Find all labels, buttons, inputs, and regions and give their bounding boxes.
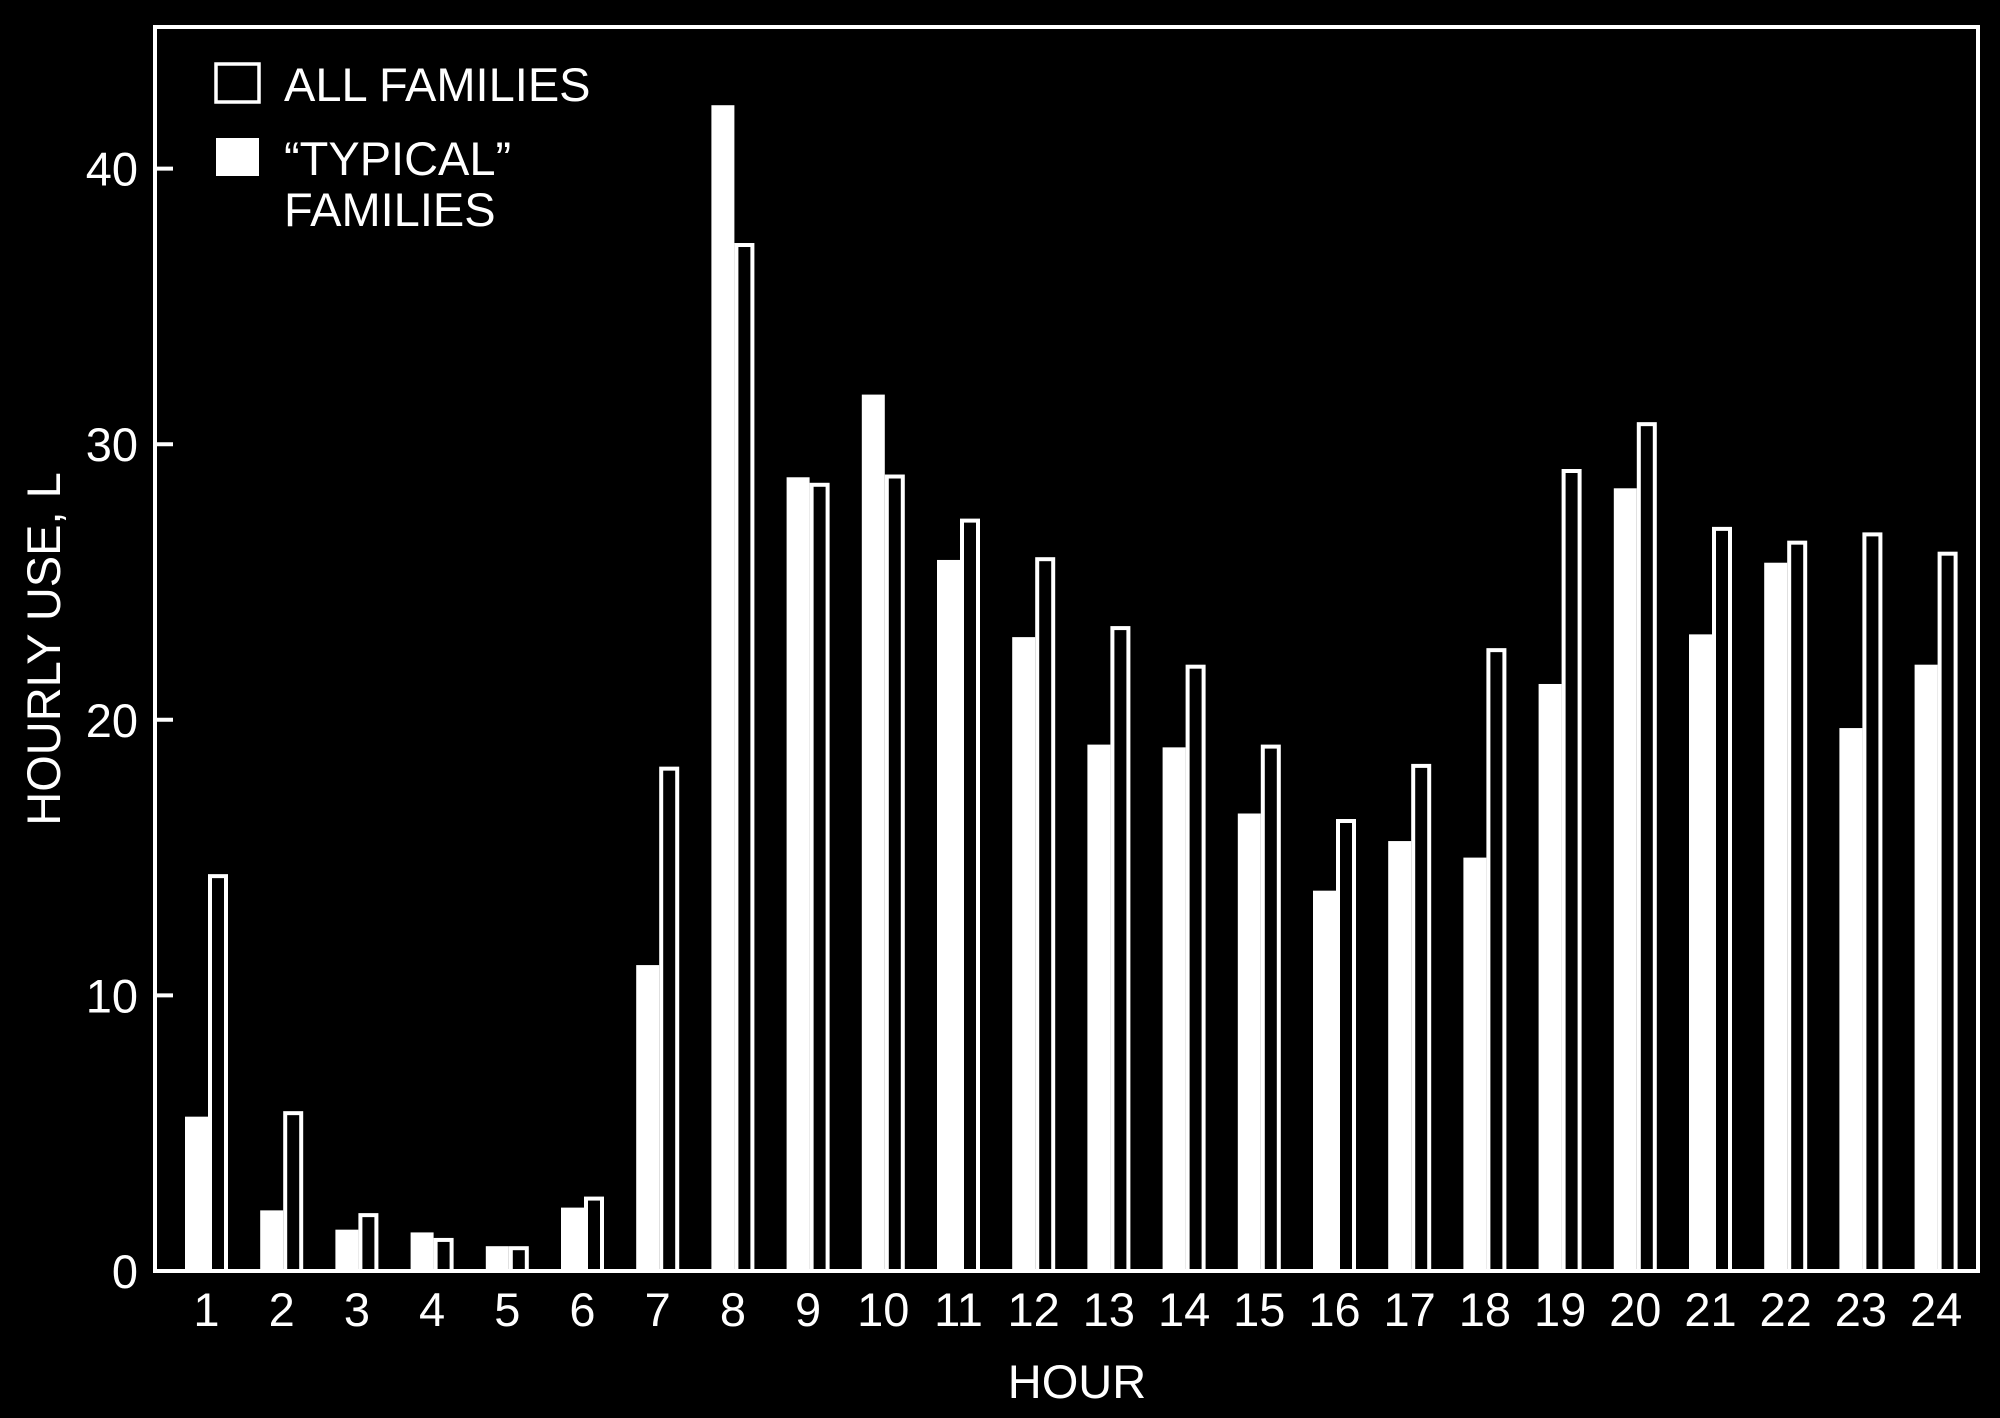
x-tick-label-14: 14 (1158, 1283, 1210, 1336)
y-tick-label-40: 40 (86, 143, 138, 196)
bar-typical-families-hour-3 (335, 1229, 359, 1271)
bar-typical-families-hour-9 (786, 477, 810, 1272)
x-axis-label: HOUR (1008, 1355, 1146, 1408)
bar-all-families-hour-15 (1260, 744, 1281, 1273)
x-tick-label-1: 1 (193, 1283, 219, 1336)
bar-all-families-hour-17 (1411, 763, 1432, 1273)
bar-typical-families-hour-5 (485, 1246, 509, 1271)
bar-all-families-hour-21 (1712, 526, 1732, 1273)
x-tick-label-3: 3 (344, 1283, 370, 1336)
bar-all-families-hour-24 (1937, 551, 1958, 1273)
x-tick-label-12: 12 (1008, 1283, 1060, 1336)
bar-typical-families-hour-4 (410, 1232, 434, 1271)
bar-all-families-hour-12 (1035, 557, 1056, 1273)
bar-typical-families-hour-2 (260, 1210, 284, 1271)
bar-all-families-hour-14 (1185, 664, 1206, 1273)
bar-all-families-hour-2 (283, 1111, 304, 1273)
bar-typical-families-hour-14 (1162, 747, 1186, 1271)
x-tick-label-2: 2 (269, 1283, 295, 1336)
bar-typical-families-hour-10 (861, 394, 885, 1271)
bar-typical-families-hour-7 (636, 965, 660, 1271)
bar-typical-families-hour-22 (1764, 562, 1788, 1271)
bar-typical-families-hour-17 (1388, 841, 1412, 1271)
x-tick-label-10: 10 (857, 1283, 909, 1336)
bar-all-families-hour-22 (1787, 540, 1808, 1273)
bar-typical-families-hour-6 (561, 1207, 584, 1271)
legend-swatch-all-families (214, 62, 261, 104)
bar-typical-families-hour-20 (1613, 488, 1637, 1271)
bar-typical-families-hour-13 (1087, 744, 1111, 1271)
legend: ALL FAMILIES “TYPICAL” FAMILIES (214, 58, 591, 236)
x-tick-label-8: 8 (720, 1283, 746, 1336)
y-axis-ticks: 0 10 20 30 40 (86, 143, 173, 1298)
x-tick-label-20: 20 (1609, 1283, 1661, 1336)
x-tick-label-18: 18 (1459, 1283, 1511, 1336)
y-tick-label-30: 30 (86, 418, 138, 471)
bar-all-families-hour-5 (508, 1246, 529, 1274)
x-tick-label-6: 6 (569, 1283, 595, 1336)
bar-all-families-hour-4 (433, 1237, 454, 1273)
bar-typical-families-hour-1 (185, 1116, 208, 1271)
bar-all-families-hour-6 (584, 1196, 604, 1274)
bar-typical-families-hour-16 (1313, 890, 1336, 1271)
bar-all-families-hour-18 (1486, 648, 1507, 1273)
bar-all-families-hour-13 (1110, 626, 1131, 1273)
x-tick-label-9: 9 (795, 1283, 821, 1336)
x-tick-label-15: 15 (1233, 1283, 1285, 1336)
bar-all-families-hour-11 (960, 518, 980, 1273)
x-tick-label-19: 19 (1534, 1283, 1586, 1336)
x-tick-label-11: 11 (934, 1283, 983, 1336)
x-tick-label-22: 22 (1760, 1283, 1812, 1336)
x-tick-label-21: 21 (1684, 1283, 1736, 1336)
bar-typical-families-hour-11 (937, 559, 960, 1271)
legend-label-typical-line1: “TYPICAL” (284, 132, 511, 185)
x-tick-label-13: 13 (1083, 1283, 1135, 1336)
bar-all-families-hour-16 (1336, 819, 1356, 1273)
bar-all-families-hour-10 (884, 474, 905, 1273)
x-tick-label-24: 24 (1910, 1283, 1962, 1336)
bar-all-families-hour-23 (1862, 532, 1883, 1273)
legend-label-all-families: ALL FAMILIES (284, 58, 591, 111)
bar-typical-families-hour-24 (1914, 664, 1938, 1271)
plot-frame (153, 25, 1980, 1273)
bar-all-families-hour-20 (1636, 422, 1657, 1274)
legend-label-typical-line2: FAMILIES (284, 183, 496, 236)
x-tick-label-23: 23 (1835, 1283, 1887, 1336)
bar-typical-families-hour-18 (1463, 857, 1487, 1271)
bar-typical-families-hour-23 (1839, 728, 1863, 1271)
bar-typical-families-hour-8 (711, 105, 735, 1271)
bar-typical-families-hour-21 (1689, 634, 1712, 1271)
x-tick-label-17: 17 (1384, 1283, 1436, 1336)
y-tick-label-0: 0 (112, 1245, 138, 1298)
bars-layer (185, 105, 1958, 1274)
legend-swatch-typical-families (216, 138, 259, 176)
bar-all-families-hour-9 (809, 482, 830, 1273)
y-tick-label-20: 20 (86, 694, 138, 747)
bar-all-families-hour-3 (358, 1213, 379, 1274)
x-tick-label-16: 16 (1308, 1283, 1360, 1336)
bar-typical-families-hour-15 (1237, 813, 1261, 1271)
x-tick-label-5: 5 (494, 1283, 520, 1336)
y-axis-label: HOURLY USE, L (17, 472, 70, 826)
bar-all-families-hour-8 (734, 243, 755, 1274)
bar-all-families-hour-19 (1561, 469, 1582, 1273)
bar-all-families-hour-1 (208, 874, 228, 1273)
bar-typical-families-hour-19 (1538, 683, 1562, 1271)
bar-all-families-hour-7 (659, 766, 680, 1273)
x-tick-label-4: 4 (419, 1283, 445, 1336)
x-axis-ticks: 1 2 3 4 5 6 7 8 9 10 11 12 13 14 15 16 17 18 19 20 21 22 23 24 (193, 1283, 1962, 1336)
x-tick-label-7: 7 (645, 1283, 671, 1336)
bar-typical-families-hour-12 (1012, 637, 1036, 1271)
y-tick-label-10: 10 (86, 969, 138, 1022)
